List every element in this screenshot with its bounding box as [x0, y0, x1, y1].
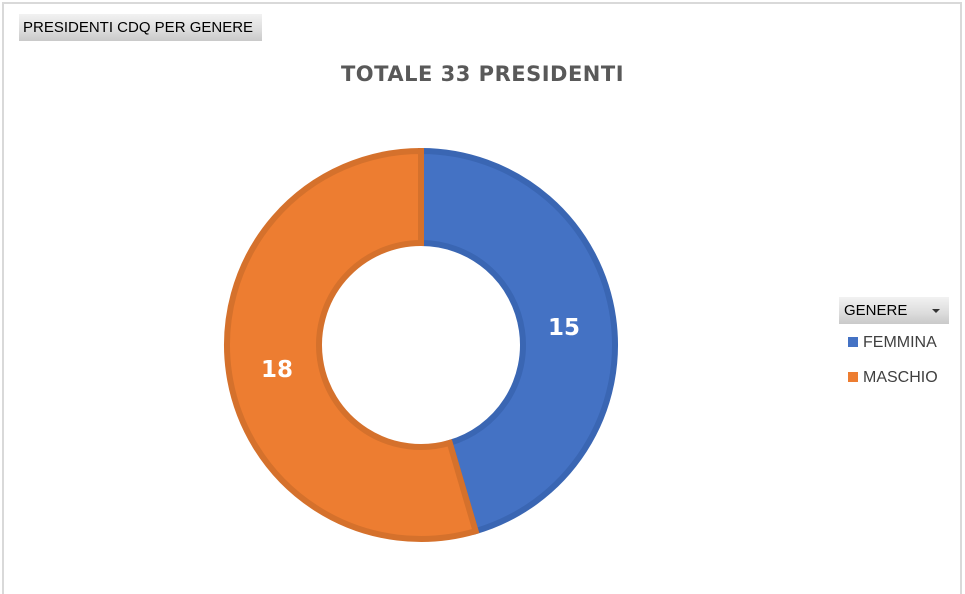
- legend-label: FEMMINA: [863, 334, 937, 351]
- legend-filter-button[interactable]: GENERE: [839, 297, 949, 324]
- legend-swatch-icon: [848, 372, 858, 382]
- slice-maschio[interactable]: [224, 147, 480, 542]
- legend-swatch-icon: [848, 337, 858, 347]
- chart-title: TOTALE 33 PRESIDENTI: [340, 62, 625, 86]
- legend-label: MASCHIO: [863, 369, 938, 386]
- dropdown-arrow-icon[interactable]: [932, 309, 940, 313]
- data-label-maschio: 18: [261, 357, 293, 383]
- legend-title: GENERE: [844, 302, 908, 319]
- data-label-femmina: 15: [548, 315, 580, 341]
- legend-item-femmina[interactable]: FEMMINA: [848, 334, 937, 352]
- legend-item-maschio[interactable]: MASCHIO: [848, 369, 938, 387]
- slice-femmina[interactable]: [418, 147, 618, 535]
- pivot-field-button[interactable]: PRESIDENTI CDQ PER GENERE: [19, 14, 262, 41]
